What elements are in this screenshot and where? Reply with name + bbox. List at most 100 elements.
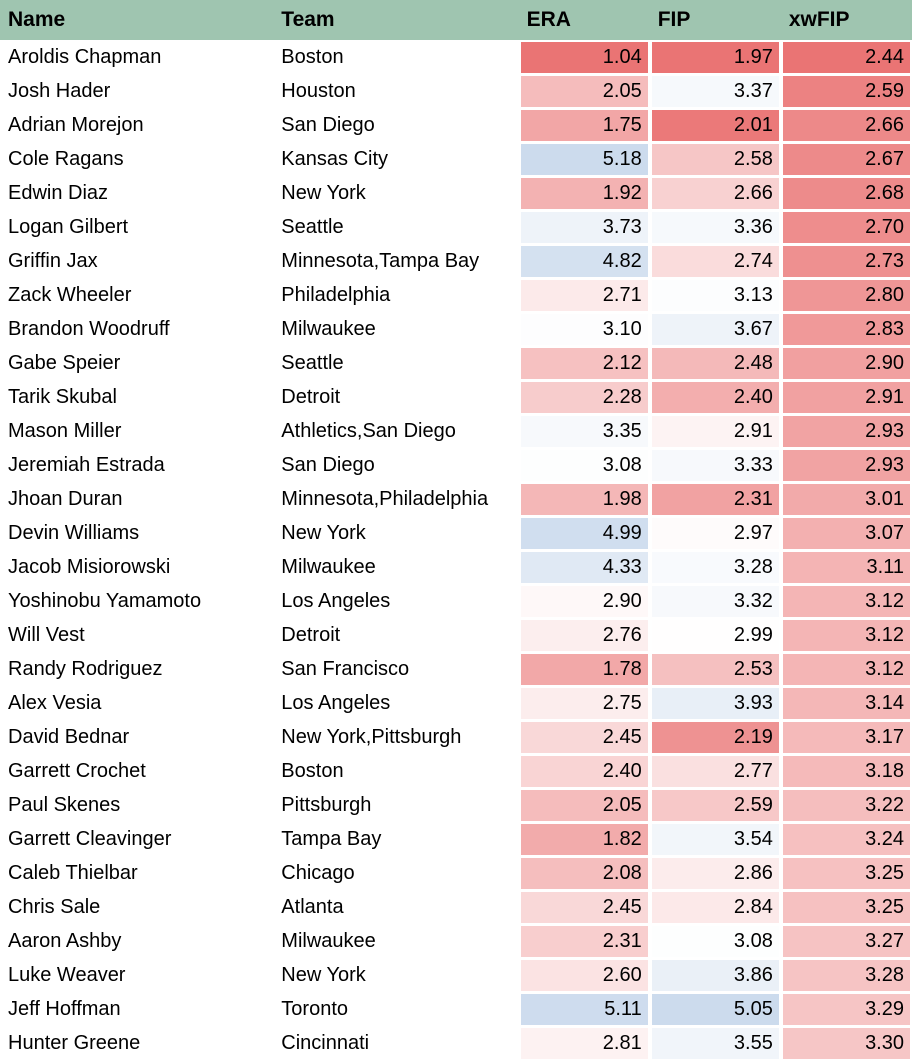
player-name[interactable]: Zack Wheeler bbox=[8, 283, 132, 306]
header-xwfip[interactable]: xwFIP bbox=[780, 0, 912, 40]
xwfip-cell[interactable]: 2.93 bbox=[781, 414, 912, 448]
xwfip-cell[interactable]: 3.27 bbox=[781, 924, 912, 958]
xwfip-cell[interactable]: 3.24 bbox=[781, 822, 912, 856]
team-name[interactable]: New York bbox=[281, 181, 366, 204]
era-cell[interactable]: 2.28 bbox=[519, 380, 650, 414]
era-cell[interactable]: 1.78 bbox=[519, 652, 650, 686]
era-cell[interactable]: 2.71 bbox=[519, 278, 650, 312]
player-name[interactable]: Griffin Jax bbox=[8, 249, 98, 272]
fip-cell[interactable]: 2.86 bbox=[650, 856, 781, 890]
player-name[interactable]: Hunter Greene bbox=[8, 1031, 141, 1054]
fip-cell[interactable]: 3.33 bbox=[650, 448, 781, 482]
fip-cell[interactable]: 3.36 bbox=[650, 210, 781, 244]
era-cell[interactable]: 2.75 bbox=[519, 686, 650, 720]
player-name[interactable]: Aaron Ashby bbox=[8, 929, 122, 952]
player-name[interactable]: Brandon Woodruff bbox=[8, 317, 170, 340]
xwfip-cell[interactable]: 3.17 bbox=[781, 720, 912, 754]
fip-cell[interactable]: 2.19 bbox=[650, 720, 781, 754]
team-name[interactable]: Minnesota,Philadelphia bbox=[281, 487, 489, 510]
era-cell[interactable]: 2.76 bbox=[519, 618, 650, 652]
xwfip-cell[interactable]: 2.70 bbox=[781, 210, 912, 244]
fip-cell[interactable]: 2.40 bbox=[650, 380, 781, 414]
fip-cell[interactable]: 3.54 bbox=[650, 822, 781, 856]
player-name[interactable]: Tarik Skubal bbox=[8, 385, 117, 408]
fip-cell[interactable]: 2.74 bbox=[650, 244, 781, 278]
player-name[interactable]: Gabe Speier bbox=[8, 351, 121, 374]
fip-cell[interactable]: 2.66 bbox=[650, 176, 781, 210]
era-cell[interactable]: 2.08 bbox=[519, 856, 650, 890]
team-name[interactable]: Pittsburgh bbox=[281, 793, 372, 816]
era-cell[interactable]: 2.90 bbox=[519, 584, 650, 618]
era-cell[interactable]: 2.60 bbox=[519, 958, 650, 992]
player-name[interactable]: Yoshinobu Yamamoto bbox=[8, 589, 202, 612]
team-name[interactable]: Houston bbox=[281, 79, 356, 102]
fip-cell[interactable]: 2.99 bbox=[650, 618, 781, 652]
player-name[interactable]: David Bednar bbox=[8, 725, 130, 748]
era-cell[interactable]: 1.82 bbox=[519, 822, 650, 856]
xwfip-cell[interactable]: 3.12 bbox=[781, 652, 912, 686]
team-name[interactable]: New York bbox=[281, 521, 366, 544]
team-name[interactable]: Toronto bbox=[281, 997, 349, 1020]
era-cell[interactable]: 3.35 bbox=[519, 414, 650, 448]
player-name[interactable]: Randy Rodriguez bbox=[8, 657, 163, 680]
xwfip-cell[interactable]: 2.93 bbox=[781, 448, 912, 482]
era-cell[interactable]: 2.45 bbox=[519, 890, 650, 924]
player-name[interactable]: Caleb Thielbar bbox=[8, 861, 138, 884]
team-name[interactable]: Los Angeles bbox=[281, 691, 391, 714]
team-name[interactable]: Detroit bbox=[281, 385, 341, 408]
team-name[interactable]: Tampa Bay bbox=[281, 827, 382, 850]
fip-cell[interactable]: 2.91 bbox=[650, 414, 781, 448]
player-name[interactable]: Edwin Diaz bbox=[8, 181, 109, 204]
era-cell[interactable]: 1.98 bbox=[519, 482, 650, 516]
xwfip-cell[interactable]: 3.22 bbox=[781, 788, 912, 822]
era-cell[interactable]: 1.75 bbox=[519, 108, 650, 142]
team-name[interactable]: Chicago bbox=[281, 861, 355, 884]
era-cell[interactable]: 2.05 bbox=[519, 788, 650, 822]
xwfip-cell[interactable]: 2.44 bbox=[781, 40, 912, 74]
xwfip-cell[interactable]: 3.29 bbox=[781, 992, 912, 1026]
era-cell[interactable]: 2.81 bbox=[519, 1026, 650, 1060]
xwfip-cell[interactable]: 2.59 bbox=[781, 74, 912, 108]
team-name[interactable]: Seattle bbox=[281, 215, 344, 238]
team-name[interactable]: Milwaukee bbox=[281, 317, 376, 340]
fip-cell[interactable]: 2.77 bbox=[650, 754, 781, 788]
era-cell[interactable]: 4.99 bbox=[519, 516, 650, 550]
xwfip-cell[interactable]: 3.12 bbox=[781, 618, 912, 652]
player-name[interactable]: Jeremiah Estrada bbox=[8, 453, 165, 476]
xwfip-cell[interactable]: 2.90 bbox=[781, 346, 912, 380]
team-name[interactable]: New York bbox=[281, 963, 366, 986]
player-name[interactable]: Logan Gilbert bbox=[8, 215, 129, 238]
team-name[interactable]: New York,Pittsburgh bbox=[281, 725, 462, 748]
header-name[interactable]: Name bbox=[0, 0, 274, 40]
era-cell[interactable]: 5.11 bbox=[519, 992, 650, 1026]
fip-cell[interactable]: 2.53 bbox=[650, 652, 781, 686]
fip-cell[interactable]: 3.55 bbox=[650, 1026, 781, 1060]
header-team[interactable]: Team bbox=[273, 0, 519, 40]
header-fip[interactable]: FIP bbox=[649, 0, 781, 40]
team-name[interactable]: Boston bbox=[281, 45, 344, 68]
xwfip-cell[interactable]: 3.01 bbox=[781, 482, 912, 516]
xwfip-cell[interactable]: 3.25 bbox=[781, 856, 912, 890]
era-cell[interactable]: 2.31 bbox=[519, 924, 650, 958]
xwfip-cell[interactable]: 2.68 bbox=[781, 176, 912, 210]
era-cell[interactable]: 2.40 bbox=[519, 754, 650, 788]
player-name[interactable]: Devin Williams bbox=[8, 521, 140, 544]
team-name[interactable]: San Diego bbox=[281, 113, 375, 136]
era-cell[interactable]: 1.92 bbox=[519, 176, 650, 210]
era-cell[interactable]: 2.05 bbox=[519, 74, 650, 108]
fip-cell[interactable]: 2.97 bbox=[650, 516, 781, 550]
fip-cell[interactable]: 3.67 bbox=[650, 312, 781, 346]
xwfip-cell[interactable]: 2.66 bbox=[781, 108, 912, 142]
team-name[interactable]: San Diego bbox=[281, 453, 375, 476]
player-name[interactable]: Aroldis Chapman bbox=[8, 45, 162, 68]
player-name[interactable]: Jeff Hoffman bbox=[8, 997, 121, 1020]
fip-cell[interactable]: 3.93 bbox=[650, 686, 781, 720]
fip-cell[interactable]: 3.08 bbox=[650, 924, 781, 958]
fip-cell[interactable]: 2.48 bbox=[650, 346, 781, 380]
team-name[interactable]: Athletics,San Diego bbox=[281, 419, 456, 442]
xwfip-cell[interactable]: 3.11 bbox=[781, 550, 912, 584]
era-cell[interactable]: 4.82 bbox=[519, 244, 650, 278]
fip-cell[interactable]: 3.28 bbox=[650, 550, 781, 584]
xwfip-cell[interactable]: 3.07 bbox=[781, 516, 912, 550]
header-era[interactable]: ERA bbox=[518, 0, 650, 40]
